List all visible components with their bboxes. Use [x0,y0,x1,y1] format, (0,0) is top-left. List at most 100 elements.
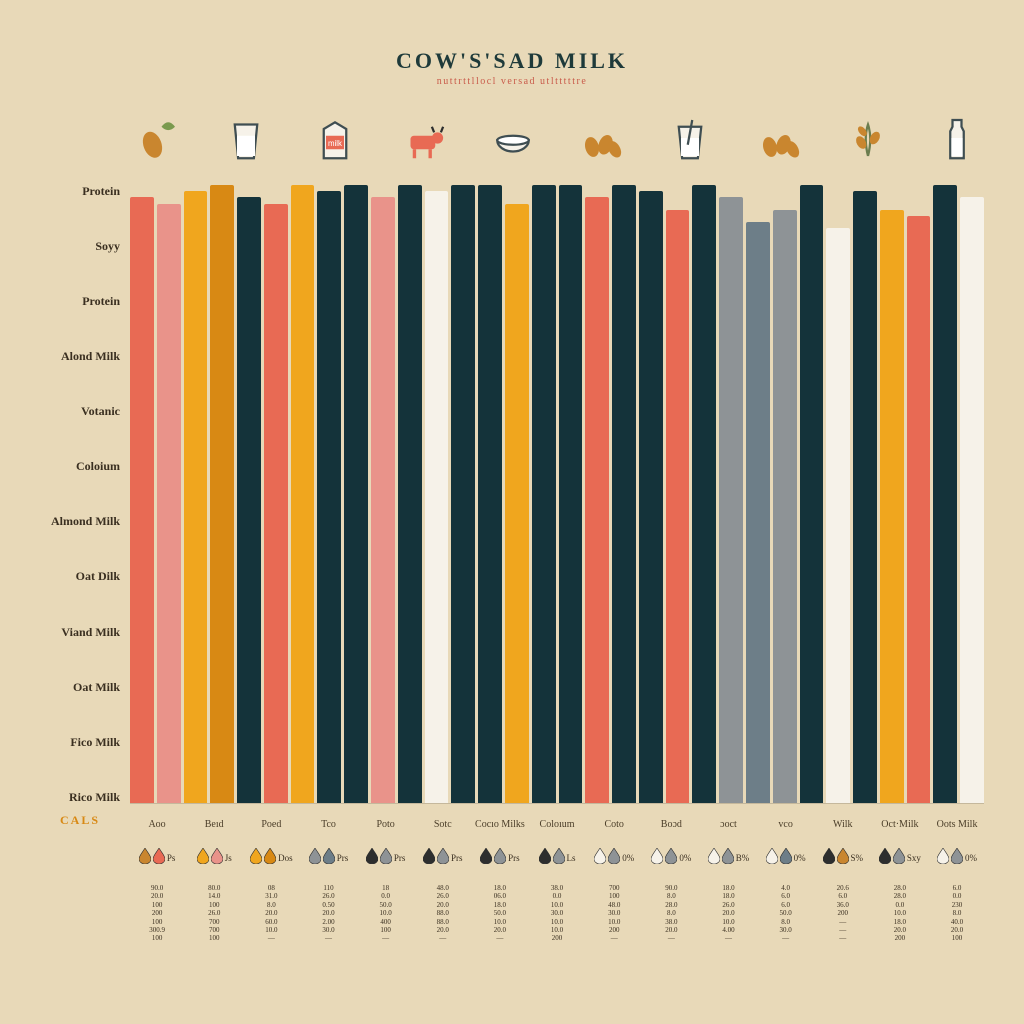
data-cell: 90.0 [130,884,184,892]
legend-text: Ls [567,853,576,863]
data-cell: 14.0 [187,892,241,900]
data-cell: 31.0 [244,892,298,900]
x-category-label: Aoo [130,819,184,830]
data-cell: — [473,934,527,942]
legend-text: B% [736,853,750,863]
chart-bar [532,185,556,803]
x-category-label: Coto [587,819,641,830]
chart-bar [880,210,904,803]
droplet-icon [366,848,378,869]
svg-text:milk: milk [328,139,342,148]
data-cell: 4.00 [701,926,755,934]
bowl-icon [486,111,540,170]
data-cell: 20.0 [301,909,355,917]
data-cell: 20.0 [930,926,984,934]
data-cell: 100 [587,892,641,900]
data-cell: 60.0 [244,918,298,926]
data-cell: 200 [873,934,927,942]
chart-bar [826,228,850,803]
chart-bar [184,191,208,803]
data-cell: 18.0 [701,884,755,892]
data-cell: 26.0 [701,901,755,909]
data-cell: 06.0 [473,892,527,900]
glass-icon [219,111,273,170]
data-cell: 38.0 [644,918,698,926]
droplet-icon [823,848,835,869]
chart-bar [853,191,877,803]
chart-bar [478,185,502,803]
x-category-label: Beıd [187,819,241,830]
legend-cell: Ps [130,842,184,874]
droplet-icon [437,848,449,869]
data-cell: 80.0 [187,884,241,892]
y-axis-label: Votanic [30,405,120,418]
data-column: 80.014.010026.0700700100 [187,884,241,984]
droplet-icon [553,848,565,869]
chart-bar [425,191,449,803]
data-column: 18.018.026.020.010.04.00— [701,884,755,984]
data-cell: 4.0 [759,884,813,892]
chart-bar [692,185,716,803]
data-cell: 10.0 [530,918,584,926]
data-cell: 10.0 [244,926,298,934]
data-cell: 100 [187,934,241,942]
droplet-icon [837,848,849,869]
data-cell: 6.0 [930,884,984,892]
data-cell: 48.0 [587,901,641,909]
data-cell: — [359,934,413,942]
data-cell: 50.0 [359,901,413,909]
x-category-label: ɔoct [701,819,755,830]
legend-text: Js [225,853,232,863]
data-cell: 8.0 [644,892,698,900]
data-cell: 10.0 [587,918,641,926]
x-category-label: vco [759,819,813,830]
legend-text: 0% [794,853,806,863]
data-cell: 20.0 [644,926,698,934]
legend-text: Prs [394,853,406,863]
x-category-label: Poto [359,819,413,830]
chart-bar [960,197,984,803]
data-column: 28.028.00.010.018.020.0200 [873,884,927,984]
droplet-icon [608,848,620,869]
data-cell: 28.0 [644,901,698,909]
data-column: 180.050.010.0400100— [359,884,413,984]
chart-bar [371,197,395,803]
chart-subtitle: nuttrttllocl versad utltttttre [396,76,628,87]
legend-cell: Prs [473,842,527,874]
legend-text: Sxy [907,853,921,863]
sprig-icon [841,111,895,170]
chart-bar [585,197,609,803]
chart-bar [907,216,931,803]
data-cell: 20.0 [416,901,470,909]
chart-bar [505,204,529,803]
legend-text: Prs [337,853,349,863]
droplet-icon [879,848,891,869]
legend-cell: Ls [530,842,584,874]
data-cell: 100 [359,926,413,934]
data-table: 90.020.0100200100300.910080.014.010026.0… [130,884,984,984]
chart-bar [344,185,368,803]
y-axis: ProteinSoyyProteinAlond MilkVotanicColoi… [30,185,120,804]
chart-bar [237,197,261,803]
data-cell: 0.0 [930,892,984,900]
data-cell: — [816,926,870,934]
y-axis-label: Protein [30,185,120,198]
y-axis-label: Oat Dilk [30,570,120,583]
x-category-label: Oct·Milk [873,819,927,830]
droplet-icon [197,848,209,869]
data-cell: 100 [187,901,241,909]
data-cell: — [816,918,870,926]
chart-bar [559,185,583,803]
droplet-icon [539,848,551,869]
data-cell: 20.0 [701,909,755,917]
data-cell: 8.0 [930,909,984,917]
data-cell: — [244,934,298,942]
droplet-icon [665,848,677,869]
data-cell: 18.0 [473,901,527,909]
legend-cell: 0% [644,842,698,874]
data-cell: 0.50 [301,901,355,909]
data-cell: — [644,934,698,942]
data-cell: 18.0 [701,892,755,900]
droplet-icon [893,848,905,869]
data-column: 70010048.030.010.0200— [587,884,641,984]
